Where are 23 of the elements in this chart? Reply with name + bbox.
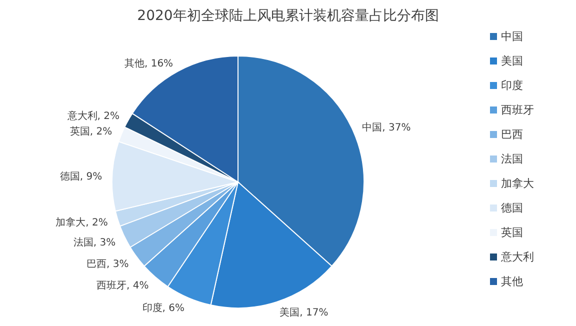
data-label: 中国, 37%	[362, 122, 411, 134]
chart-title: 2020年初全球陆上风电累计装机容量占比分布图	[137, 8, 439, 24]
data-label: 加拿大, 2%	[56, 216, 108, 229]
legend-label: 加拿大	[501, 177, 534, 190]
data-label: 美国, 17%	[280, 306, 328, 318]
legend-label: 德国	[501, 202, 523, 214]
data-label: 德国, 9%	[60, 172, 102, 183]
data-label: 意大利, 2%	[66, 110, 120, 122]
legend-label: 法国	[501, 152, 523, 166]
data-label: 法国, 3%	[73, 236, 116, 248]
legend-label: 巴西	[501, 128, 523, 141]
data-label: 其他, 16%	[124, 58, 174, 70]
data-label: 巴西, 3%	[86, 258, 129, 270]
legend-label: 美国	[501, 54, 523, 68]
legend-label: 其他	[501, 275, 523, 288]
legend-label: 意大利	[500, 250, 534, 264]
legend-label: 西班牙	[501, 104, 534, 116]
data-label: 印度, 6%	[142, 302, 184, 314]
legend-label: 英国	[501, 226, 523, 239]
legend-label: 中国	[501, 30, 523, 43]
data-label: 西班牙, 4%	[96, 280, 149, 292]
legend-label: 印度	[501, 79, 523, 92]
data-label: 英国, 2%	[70, 125, 112, 138]
